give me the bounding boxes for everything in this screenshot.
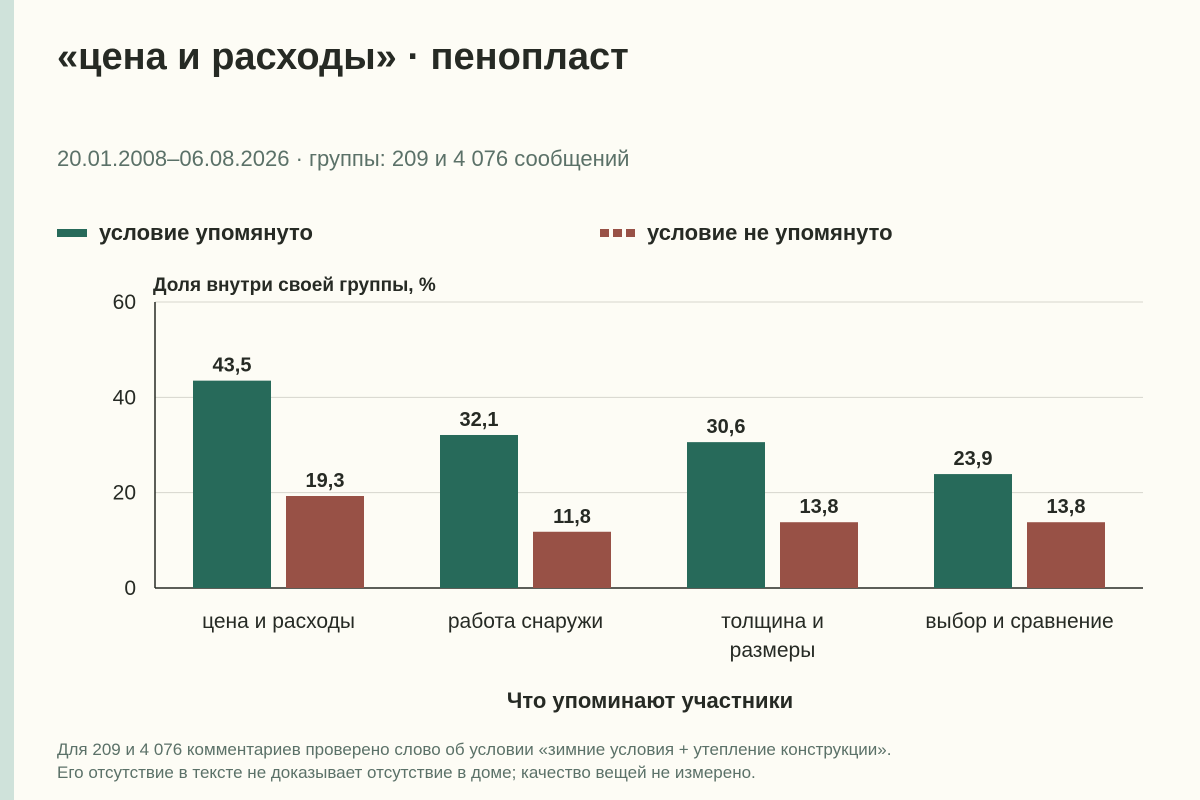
bar [533,531,611,588]
x-tick-label: выбор и сравнение [925,610,1113,633]
bar [193,380,271,588]
footnote-line: Его отсутствие в тексте не доказывает от… [57,763,756,782]
side-accent-strip [0,0,14,800]
x-tick-label: цена и расходы [202,610,355,633]
bar-value-label: 43,5 [213,355,252,377]
x-axis-label: Что упоминают участники [507,688,793,713]
bar [286,496,364,588]
legend-label: условие не упомянуто [647,220,893,245]
bar [440,434,518,588]
legend-swatch-solid [57,229,87,237]
y-axis-label: Доля внутри своей группы, % [153,275,436,296]
legend-dash [626,229,635,237]
legend-dash [600,229,609,237]
bar-value-label: 32,1 [460,409,499,431]
y-tick-label: 40 [113,386,136,409]
bar-value-label: 13,8 [800,496,839,518]
footnote: Для 209 и 4 076 комментариев проверено с… [57,738,891,784]
chart-title: «цена и расходы» · пенопласт [57,36,629,78]
bar [1027,522,1105,588]
y-tick-label: 60 [113,291,136,314]
legend-swatch-not-mentioned [600,229,635,237]
y-tick-label: 20 [113,482,136,505]
legend-item-not-mentioned: условие не упомянуто [600,219,893,247]
bar-value-label: 30,6 [707,416,746,438]
bar [687,442,765,588]
legend-item-mentioned: условие упомянуто [57,219,313,247]
x-tick-label: толщина и [721,610,824,633]
bar-value-label: 19,3 [306,470,345,492]
footnote-line: Для 209 и 4 076 комментариев проверено с… [57,740,892,759]
bar-value-label: 23,9 [954,448,993,470]
chart-subtitle: 20.01.2008–06.08.2026 · группы: 209 и 4 … [57,146,630,171]
bar [780,522,858,588]
y-tick-label: 0 [124,577,136,600]
x-tick-label: размеры [730,639,816,662]
legend-dash [613,229,622,237]
bar-value-label: 11,8 [553,506,591,528]
bar-value-label: 13,8 [1047,496,1086,518]
bar [934,474,1012,588]
x-tick-label: работа снаружи [448,610,603,633]
legend-label: условие упомянуто [99,220,313,245]
legend-swatch-mentioned [57,229,87,237]
